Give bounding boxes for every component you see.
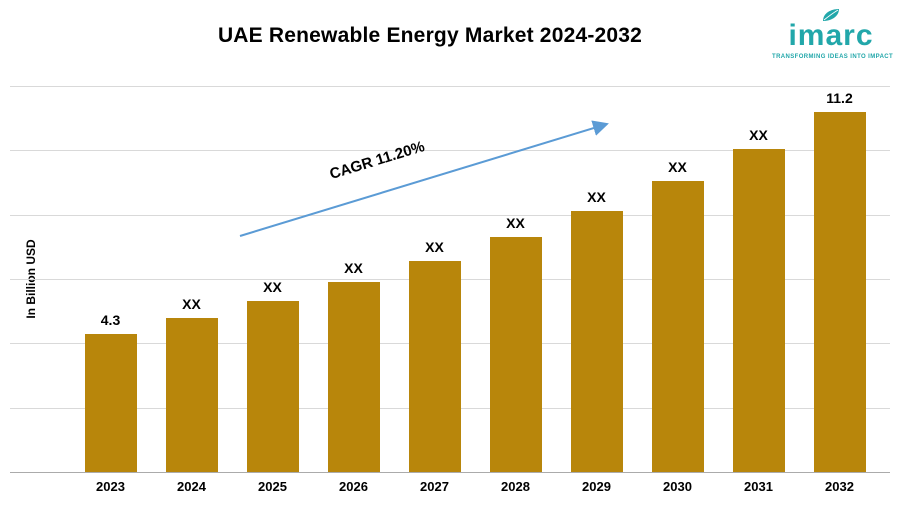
bar-column-2031: XX [718, 86, 799, 472]
bar-column-2032: 11.2 [799, 86, 880, 472]
bars-group: 4.3 XX XX XX XX XX XX XX XX 11.2 [70, 86, 880, 472]
x-tick-2028: 2028 [501, 479, 530, 494]
bar-value-label-2031: XX [749, 126, 768, 143]
bar-column-2027: XX [394, 86, 475, 472]
leaf-icon [823, 9, 839, 21]
logo-text: imarc [788, 19, 874, 52]
bar-2030 [651, 181, 704, 472]
x-tick-2030: 2030 [663, 479, 692, 494]
plot-area: CAGR 11.20% 4.3 XX XX XX XX XX XX XX XX 11.2 [10, 86, 890, 473]
x-tick-2025: 2025 [258, 479, 287, 494]
bar-column-2023: 4.3 [70, 86, 151, 472]
bar-2025 [246, 300, 299, 472]
bar-2029 [570, 210, 623, 472]
bar-value-label-2026: XX [344, 259, 363, 276]
x-axis-labels: 2023 2024 2025 2026 2027 2028 2029 2030 2031 2032 [70, 479, 880, 494]
x-tick-2023: 2023 [96, 479, 125, 494]
bar-column-2028: XX [475, 86, 556, 472]
bar-column-2026: XX [313, 86, 394, 472]
bar-2028 [489, 236, 542, 472]
bar-2027 [408, 260, 461, 472]
bar-column-2024: XX [151, 86, 232, 472]
bar-value-label-2027: XX [425, 238, 444, 255]
bar-2023 [84, 333, 137, 472]
imarc-logo: imarc TRANSFORMING IDEAS INTO IMPACT [772, 8, 894, 60]
logo-tagline: TRANSFORMING IDEAS INTO IMPACT [772, 54, 894, 60]
bar-value-label-2030: XX [668, 159, 687, 176]
bar-column-2025: XX [232, 86, 313, 472]
x-tick-2024: 2024 [177, 479, 206, 494]
x-tick-2031: 2031 [744, 479, 773, 494]
gridline [10, 86, 890, 87]
bar-value-label-2023: 4.3 [100, 311, 121, 328]
bar-2032 [813, 111, 866, 472]
x-axis-line [10, 472, 890, 473]
bar-value-label-2024: XX [182, 296, 201, 313]
bar-2031 [732, 148, 785, 472]
x-tick-2026: 2026 [339, 479, 368, 494]
x-tick-2029: 2029 [582, 479, 611, 494]
x-tick-2032: 2032 [825, 479, 854, 494]
bar-2024 [165, 318, 218, 472]
x-tick-2027: 2027 [420, 479, 449, 494]
bar-value-label-2032: 11.2 [826, 89, 853, 106]
bar-2026 [327, 281, 380, 472]
bar-column-2029: XX [556, 86, 637, 472]
bar-value-label-2029: XX [587, 188, 606, 205]
bar-value-label-2028: XX [506, 214, 525, 231]
bar-value-label-2025: XX [263, 278, 282, 295]
chart-title: UAE Renewable Energy Market 2024-2032 [217, 24, 643, 47]
bar-column-2030: XX [637, 86, 718, 472]
